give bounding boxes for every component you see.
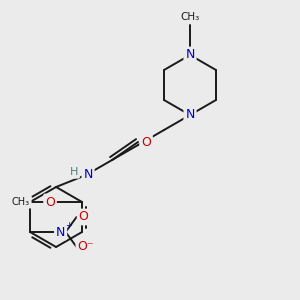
Text: N: N <box>185 109 195 122</box>
Text: O: O <box>141 136 151 148</box>
Text: N: N <box>56 226 65 238</box>
Text: O⁻: O⁻ <box>77 241 94 254</box>
Text: CH₃: CH₃ <box>12 197 30 207</box>
Text: CH₃: CH₃ <box>180 12 200 22</box>
Text: O: O <box>45 196 55 208</box>
Text: O: O <box>79 211 88 224</box>
Text: N: N <box>185 49 195 62</box>
Text: N: N <box>83 169 93 182</box>
Text: +: + <box>65 221 72 230</box>
Text: H: H <box>70 167 78 177</box>
